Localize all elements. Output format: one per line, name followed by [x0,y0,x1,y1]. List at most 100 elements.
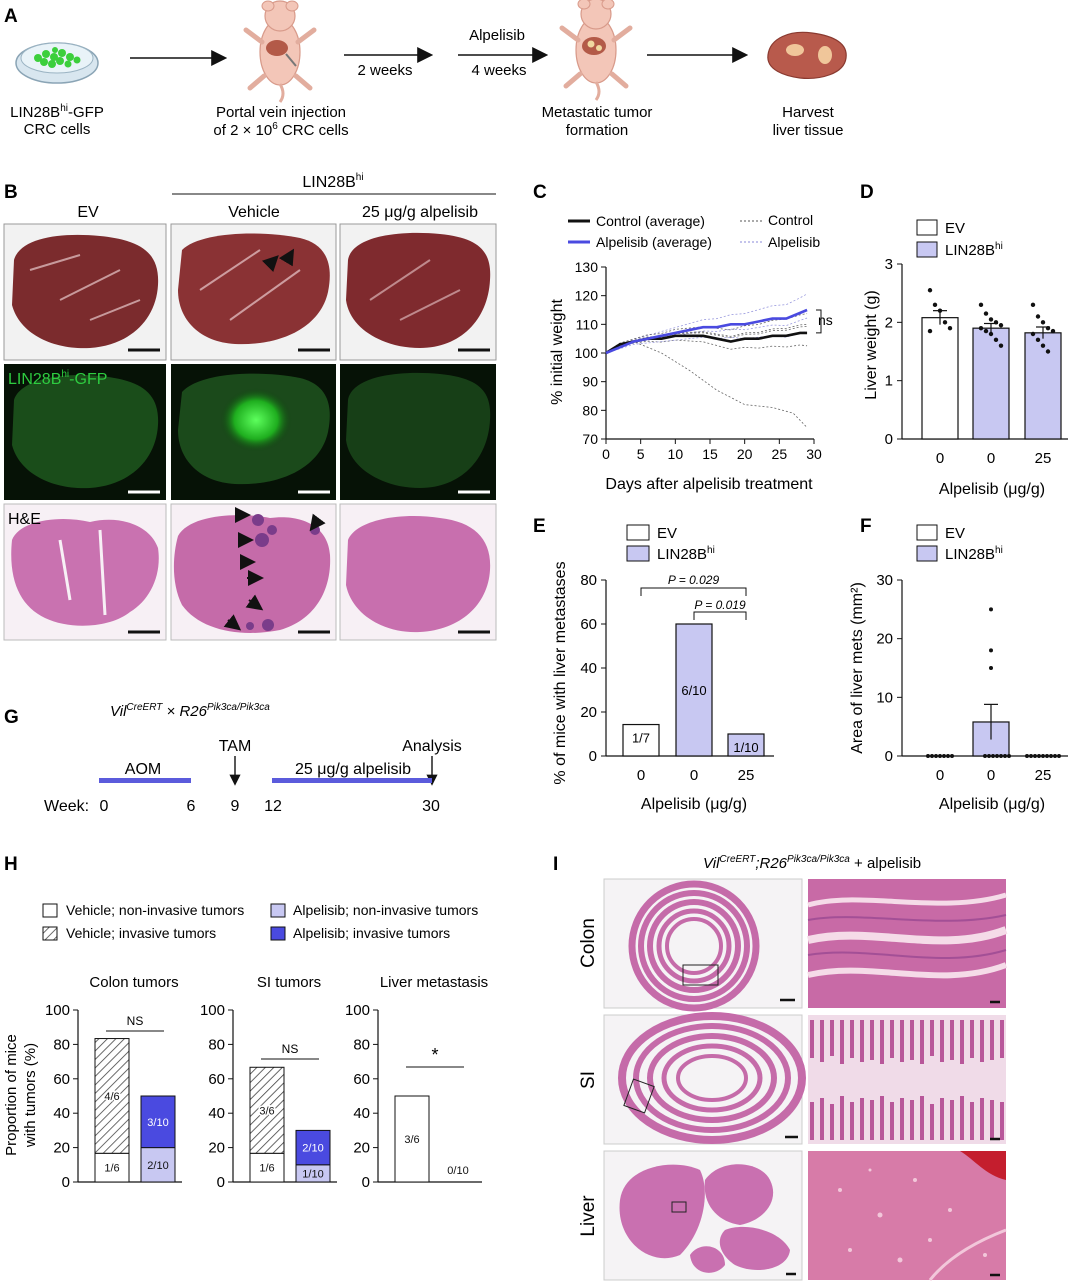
f-point [999,754,1003,758]
h-bar-label: 3/6 [259,1105,274,1117]
i-si-zoom [808,1015,1006,1144]
d-ytick-label: 1 [885,373,893,390]
h-ytick-label: 40 [53,1105,70,1122]
h-chart-title: Colon tumors [89,974,178,991]
h-ytick-label: 40 [353,1105,370,1122]
h-ytick-label: 0 [217,1174,225,1191]
tumor-label-1: Metastatic tumor [542,104,653,121]
d-point [978,302,984,308]
cells-label-sup: hi [60,103,68,114]
g-alp-bar [272,778,432,783]
b-col-ev: EV [77,204,99,221]
svg-text:LIN28Bhi: LIN28Bhi [945,241,1003,259]
e-ytick-label: 80 [580,572,597,589]
f-point [934,754,938,758]
d-xtick-label: 0 [936,450,944,467]
d-legend-ev: EV [945,220,965,237]
d-point [1030,302,1036,308]
i-title-mid: ;R26 [755,855,787,872]
i-liver-zoom [808,1151,1007,1281]
f-legend-lin: LIN28B [945,546,995,563]
c-ns-annotation: ns [818,312,833,328]
c-xtick-label: 25 [772,446,788,462]
d-point [988,317,994,322]
h-ytick-label: 60 [53,1071,70,1088]
c-legend-alp: Alpelisib [768,234,820,250]
b-gfp-label-sup: hi [61,369,69,380]
h-ytick-label: 0 [362,1174,370,1191]
panel-c: Control (average) Alpelisib (average) Co… [549,212,833,493]
d-point [998,343,1004,348]
harvest-label-1: Harvest [782,104,835,121]
e-sig-bracket-1 [640,587,747,596]
c-individual-trace [605,293,808,354]
h-bar-label: 1/6 [104,1163,119,1175]
e-p-value-1: P = 0.029 [668,573,720,587]
b-group-header-sup: hi [356,172,364,183]
d-point [993,320,999,325]
svg-text:LIN28Bhi-GFP: LIN28Bhi-GFP [10,103,104,121]
i-title-vil: Vil [703,855,720,872]
arrow-3-label: 4 weeks [471,62,526,79]
h-bar-segment [140,1147,176,1183]
e-ytick-label: 20 [580,704,597,721]
d-legend-ev-swatch [916,219,938,236]
f-point [938,754,942,758]
c-individual-trace [605,317,808,354]
h-ylabel-1: Proportion of mice [3,1034,20,1156]
f-point [989,607,993,612]
c-individual-trace [605,323,808,354]
f-point [1049,754,1053,758]
h-legend-swatch-2 [270,903,286,918]
panel-i: VilCreERT;R26Pik3ca/Pik3ca + alpelisib C… [578,854,1008,1281]
e-bar-label: 1/10 [733,740,758,755]
c-xtick-label: 5 [637,446,645,462]
panel-letter-e: E [533,516,546,537]
mouse-icon [243,0,317,103]
g-tam-label: TAM [219,738,252,755]
d-point [927,328,933,334]
c-legend: Control (average) Alpelisib (average) Co… [568,212,820,250]
h-stat-label: NS [127,1014,144,1028]
panel-letter-d: D [860,182,874,203]
d-point [927,288,933,293]
cells-label-line1a: LIN28B [10,104,60,121]
e-legend-lin-swatch [626,545,650,562]
petri-dish-icon [15,42,99,84]
e-bar [622,723,660,757]
d-point [993,337,999,343]
i-colon-overview [603,878,803,1012]
b-photo-row-he: H&E [3,503,497,641]
d-bar [972,327,1010,440]
f-legend-lin-sup: hi [995,545,1003,556]
f-xtick-label: 25 [1035,767,1052,784]
panel-e: EV LIN28Bhi 0 20 40 60 80 1/7 0 6/10 0 1/10 25 P = … [552,524,774,813]
f-xlabel: Alpelisib (μg/g) [939,796,1045,813]
h-bar-label: 2/10 [147,1160,168,1172]
h-stat-label: NS [282,1042,299,1056]
injection-label-1: Portal vein injection [216,104,346,121]
c-ytick-label: 90 [582,374,598,390]
e-xtick-label: 0 [690,767,698,784]
i-row-si: SI [578,1071,599,1089]
panel-g: VilCreERT × R26Pik3ca/Pik3ca AOM TAM 25 … [44,702,462,815]
d-ytick-label: 3 [885,256,893,273]
panel-letter-f: F [860,516,872,537]
f-xtick-label: 0 [936,767,944,784]
e-bar [675,623,713,757]
i-title-end: + alpelisib [850,855,921,872]
h-bar-label: 0/10 [447,1165,468,1177]
liver-icon [767,31,847,79]
h-bar-label: 3/10 [147,1117,168,1129]
h-bar-label: 1/6 [259,1163,274,1175]
d-point [947,325,953,331]
f-point [1053,754,1057,758]
f-point [1033,754,1037,758]
h-ytick-label: 80 [353,1036,370,1053]
d-point [1030,331,1036,337]
h-bar-label: 4/6 [104,1091,119,1103]
e-ytick-label: 0 [589,748,597,765]
i-row-colon: Colon [578,918,599,968]
c-xtick-label: 10 [668,446,684,462]
